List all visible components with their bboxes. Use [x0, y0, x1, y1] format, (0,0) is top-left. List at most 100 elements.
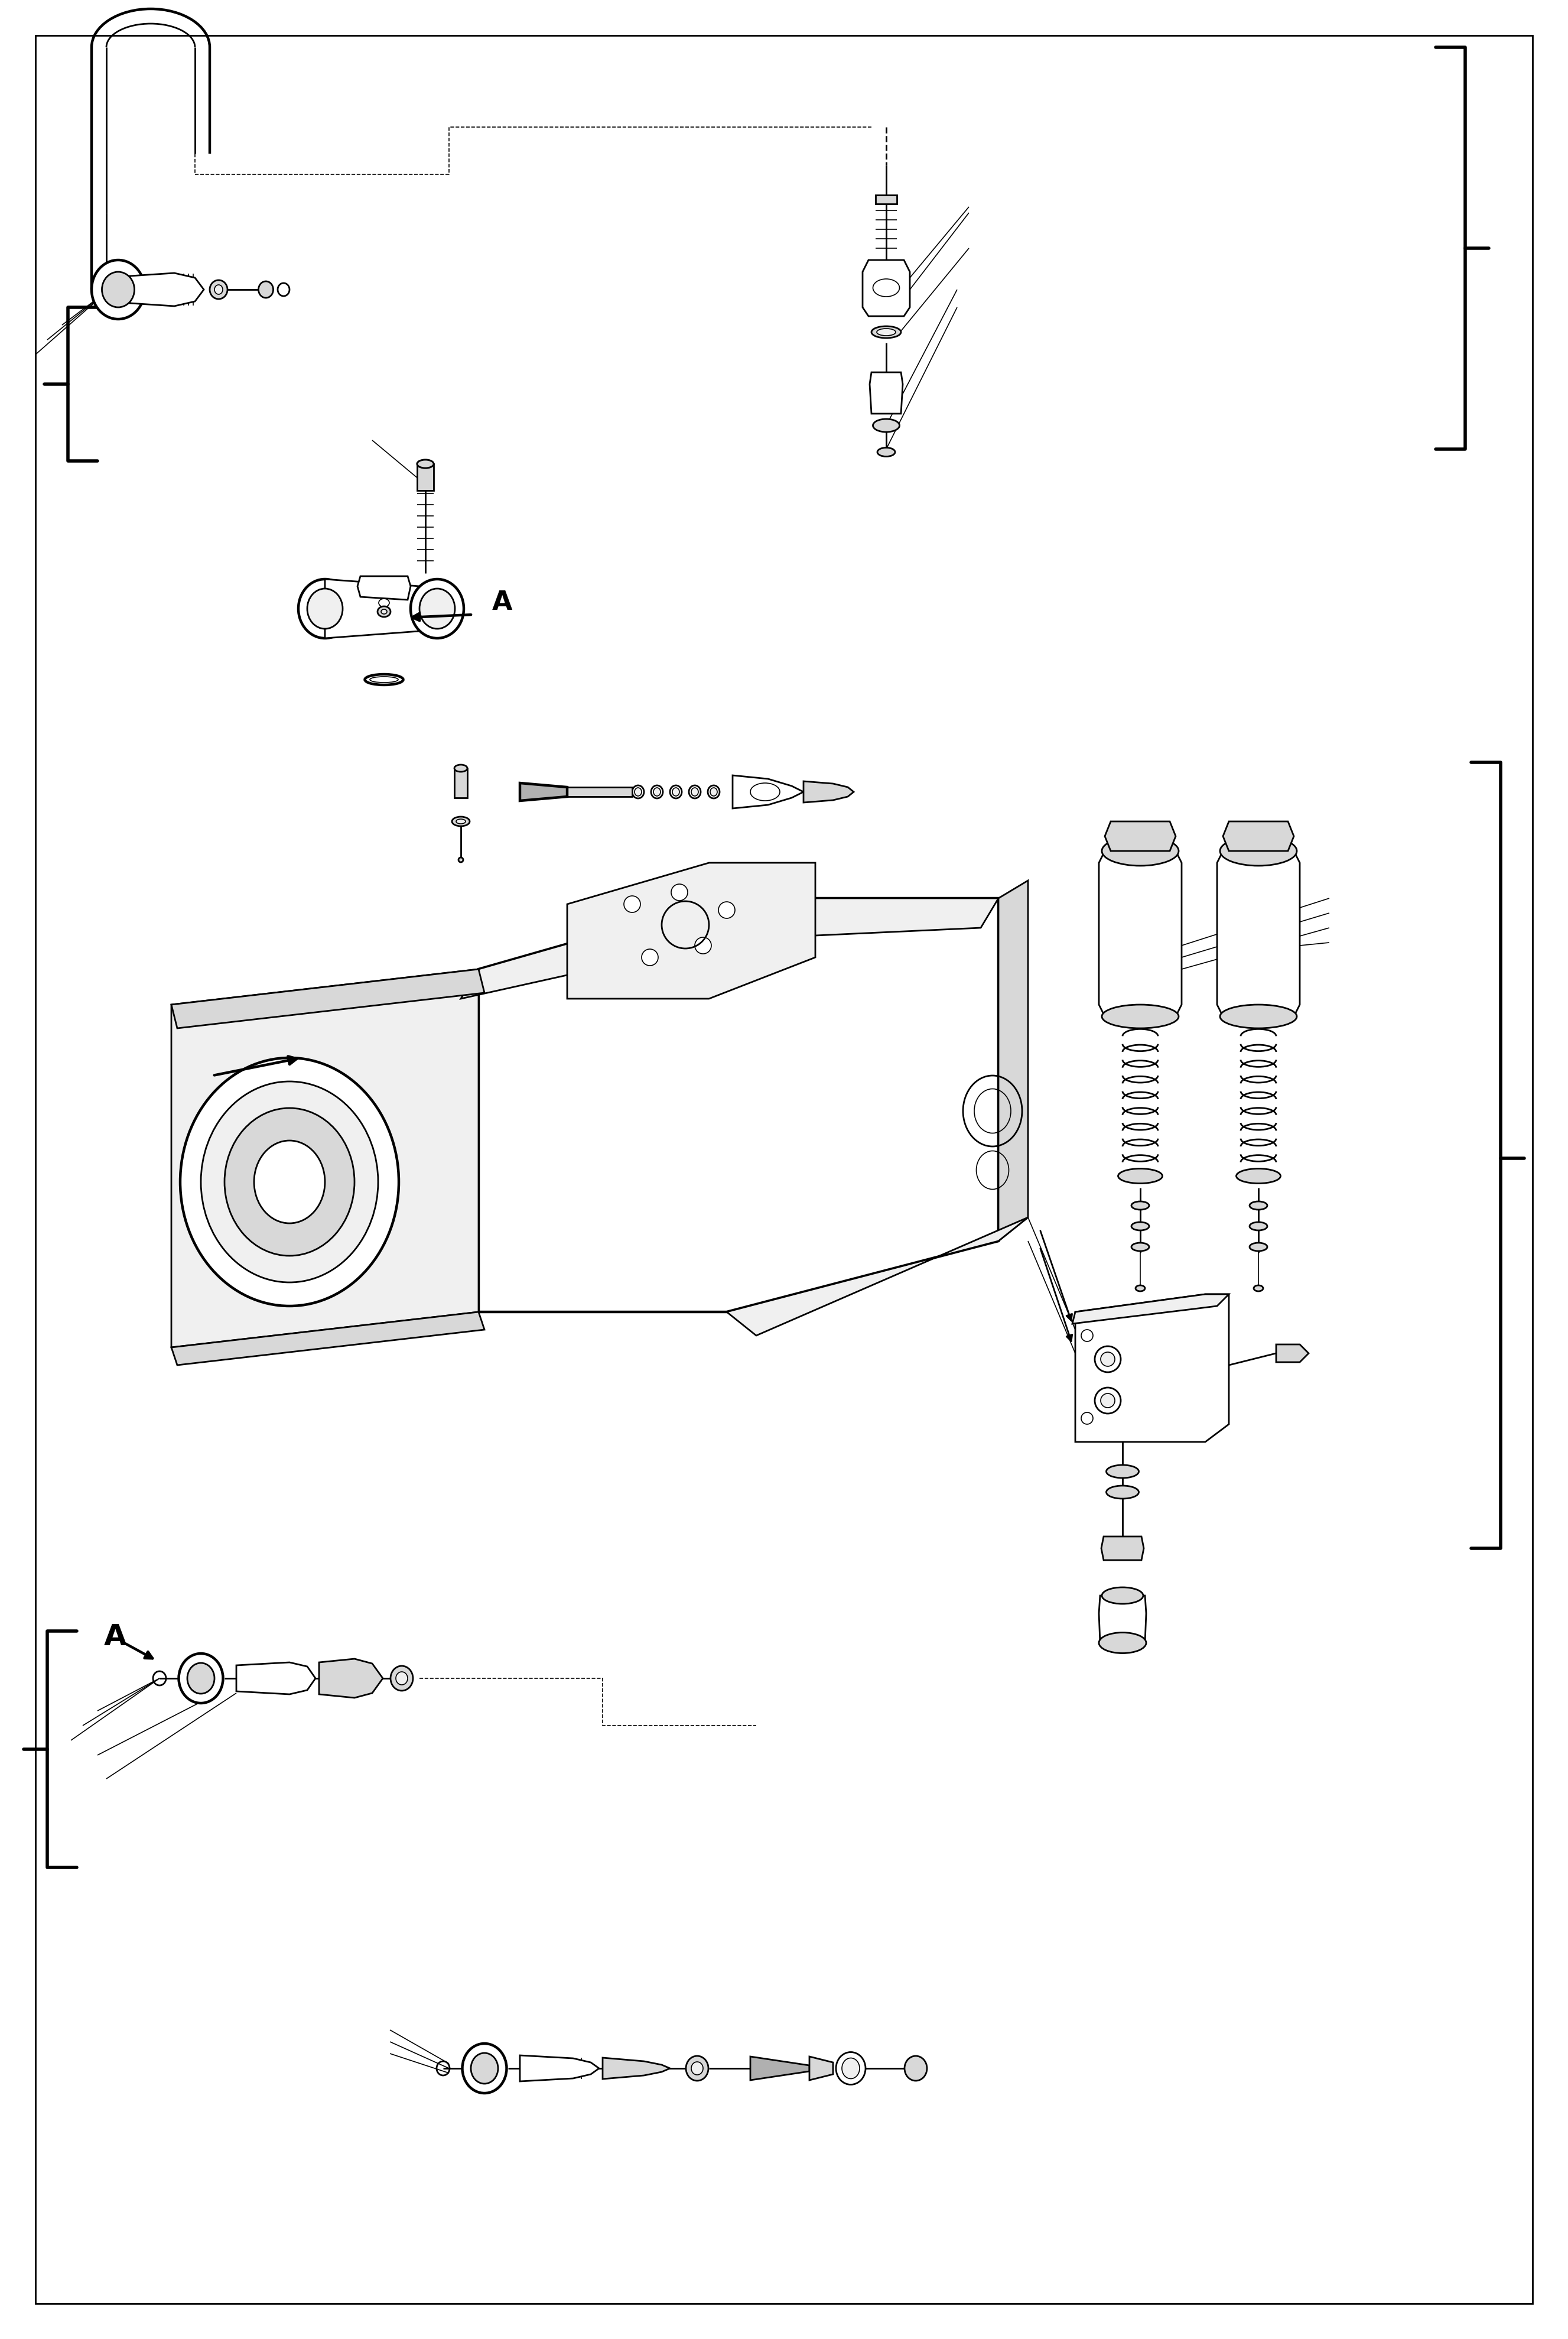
- Ellipse shape: [1132, 1221, 1149, 1230]
- Polygon shape: [171, 968, 478, 1347]
- Polygon shape: [417, 463, 434, 491]
- Ellipse shape: [458, 858, 463, 863]
- Polygon shape: [1099, 1595, 1146, 1642]
- Polygon shape: [318, 1658, 383, 1698]
- Polygon shape: [478, 898, 999, 1312]
- Polygon shape: [602, 2058, 670, 2079]
- Ellipse shape: [872, 325, 902, 339]
- Polygon shape: [1105, 821, 1176, 851]
- Circle shape: [695, 938, 712, 954]
- Ellipse shape: [1102, 837, 1179, 865]
- Polygon shape: [325, 580, 420, 639]
- Circle shape: [624, 896, 640, 912]
- Ellipse shape: [463, 2044, 506, 2093]
- Ellipse shape: [673, 788, 679, 795]
- Ellipse shape: [179, 1654, 223, 1703]
- Polygon shape: [1217, 851, 1300, 1017]
- Ellipse shape: [210, 281, 227, 299]
- Polygon shape: [1076, 1293, 1229, 1441]
- Ellipse shape: [1107, 1464, 1138, 1478]
- Ellipse shape: [1118, 1170, 1162, 1184]
- Ellipse shape: [1250, 1242, 1267, 1251]
- Polygon shape: [809, 2056, 833, 2079]
- Circle shape: [641, 950, 659, 966]
- Ellipse shape: [688, 786, 701, 798]
- Polygon shape: [726, 1216, 1029, 1336]
- Ellipse shape: [1250, 1202, 1267, 1209]
- Polygon shape: [803, 781, 853, 802]
- Ellipse shape: [635, 788, 641, 795]
- Ellipse shape: [259, 281, 273, 297]
- Ellipse shape: [1220, 837, 1297, 865]
- Polygon shape: [1099, 851, 1182, 1017]
- Ellipse shape: [298, 580, 351, 639]
- Ellipse shape: [417, 461, 434, 468]
- Ellipse shape: [420, 589, 455, 629]
- Polygon shape: [237, 1663, 315, 1693]
- Ellipse shape: [254, 1141, 325, 1223]
- Ellipse shape: [654, 788, 660, 795]
- Ellipse shape: [691, 788, 698, 795]
- Ellipse shape: [1236, 1170, 1281, 1184]
- Bar: [875, 194, 897, 203]
- Polygon shape: [568, 788, 632, 798]
- Ellipse shape: [1220, 1006, 1297, 1029]
- Polygon shape: [568, 863, 815, 999]
- Ellipse shape: [456, 819, 466, 823]
- Ellipse shape: [381, 608, 387, 615]
- Ellipse shape: [378, 606, 390, 617]
- Polygon shape: [521, 2056, 599, 2082]
- Ellipse shape: [180, 1057, 398, 1305]
- Ellipse shape: [836, 2051, 866, 2084]
- Ellipse shape: [395, 1672, 408, 1684]
- Circle shape: [671, 884, 688, 901]
- Polygon shape: [732, 774, 803, 809]
- Ellipse shape: [1250, 1221, 1267, 1230]
- Ellipse shape: [873, 419, 900, 433]
- Ellipse shape: [417, 461, 434, 468]
- Circle shape: [1101, 1394, 1115, 1408]
- Circle shape: [718, 903, 735, 919]
- Polygon shape: [999, 879, 1029, 1242]
- Polygon shape: [130, 274, 204, 306]
- Ellipse shape: [1254, 1286, 1264, 1291]
- Ellipse shape: [91, 260, 144, 318]
- Ellipse shape: [685, 2056, 709, 2082]
- Ellipse shape: [102, 271, 135, 306]
- Ellipse shape: [707, 786, 720, 798]
- Polygon shape: [870, 372, 903, 414]
- Polygon shape: [1223, 821, 1294, 851]
- Ellipse shape: [1132, 1202, 1149, 1209]
- Text: A: A: [492, 589, 513, 615]
- Ellipse shape: [224, 1109, 354, 1256]
- Polygon shape: [1276, 1345, 1309, 1361]
- Ellipse shape: [215, 285, 223, 295]
- Ellipse shape: [411, 580, 464, 639]
- Polygon shape: [862, 260, 909, 316]
- Ellipse shape: [1099, 1633, 1146, 1654]
- Ellipse shape: [670, 786, 682, 798]
- Ellipse shape: [307, 589, 343, 629]
- Polygon shape: [1073, 1293, 1229, 1324]
- Ellipse shape: [1102, 1588, 1143, 1605]
- Ellipse shape: [390, 1665, 412, 1691]
- Ellipse shape: [187, 1663, 215, 1693]
- Circle shape: [1101, 1352, 1115, 1366]
- Ellipse shape: [1107, 1485, 1138, 1499]
- Polygon shape: [171, 968, 485, 1029]
- Text: A: A: [103, 1623, 127, 1651]
- Ellipse shape: [1135, 1286, 1145, 1291]
- Ellipse shape: [877, 327, 895, 337]
- Polygon shape: [171, 1312, 485, 1366]
- Ellipse shape: [455, 765, 467, 772]
- Ellipse shape: [452, 816, 470, 826]
- Ellipse shape: [201, 1081, 378, 1282]
- Polygon shape: [461, 898, 999, 999]
- Ellipse shape: [470, 2054, 499, 2084]
- Ellipse shape: [1102, 1006, 1179, 1029]
- Polygon shape: [521, 784, 568, 800]
- Ellipse shape: [632, 786, 644, 798]
- Polygon shape: [455, 767, 467, 798]
- Polygon shape: [1101, 1537, 1143, 1560]
- Polygon shape: [751, 2056, 809, 2079]
